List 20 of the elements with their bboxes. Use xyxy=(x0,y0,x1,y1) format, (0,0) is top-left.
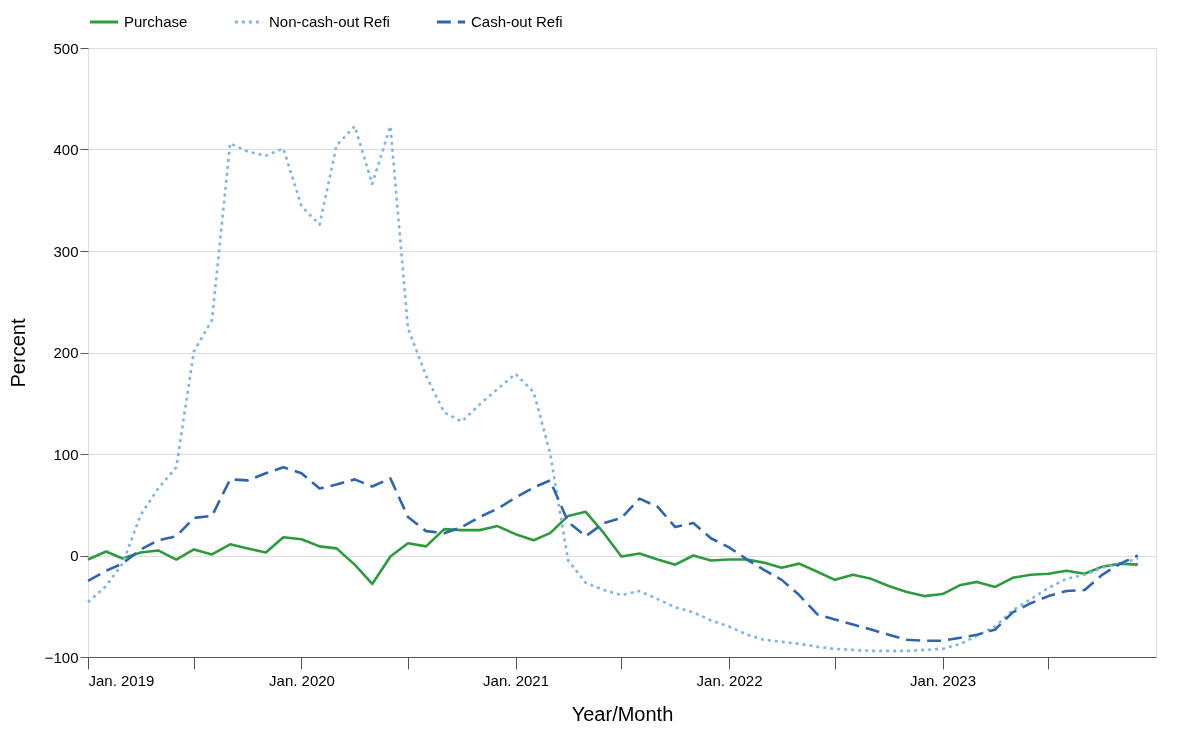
legend-label: Cash-out Refi xyxy=(471,13,563,30)
y-tick-label: 200 xyxy=(53,344,79,361)
legend-label: Purchase xyxy=(124,13,188,30)
line-series xyxy=(86,510,1140,598)
line-series xyxy=(86,124,1140,653)
x-axis-title: Year/Month xyxy=(571,702,674,725)
y-axis-title: Percent xyxy=(6,318,29,388)
legend-label: Non-cash-out Refi xyxy=(269,13,390,30)
line-series xyxy=(86,465,1140,643)
y-tick-label: 0 xyxy=(70,547,79,564)
y-tick-label: 400 xyxy=(53,141,79,158)
x-tick-label: Jan. 2021 xyxy=(483,671,549,689)
y-tick-label: 500 xyxy=(53,39,79,57)
y-tick-label: 300 xyxy=(53,242,79,260)
x-tick-label: Jan. 2023 xyxy=(910,671,976,689)
x-tick-label: Jan. 2022 xyxy=(696,671,763,689)
x-tick-label: Jan. 2020 xyxy=(269,671,335,689)
y-tick-label: −100 xyxy=(44,648,79,666)
y-tick-label: 100 xyxy=(53,445,79,463)
x-tick-label: Jan. 2019 xyxy=(88,671,155,689)
